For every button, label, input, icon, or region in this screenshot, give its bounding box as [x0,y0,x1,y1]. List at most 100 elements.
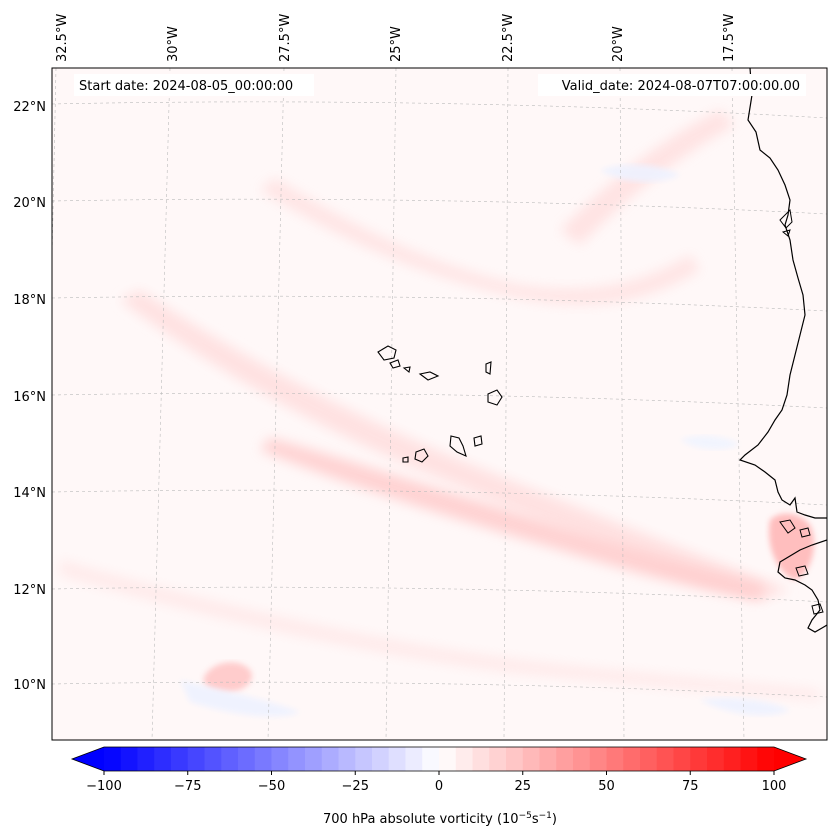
colorbar-cell [640,747,658,771]
colorbar-extend-max [774,747,806,771]
canary-island-coast [779,208,793,237]
lon-label-17-5w: 17.5°W [722,14,737,62]
colorbar-tick-label: −50 [258,779,285,794]
island-brava [402,456,409,463]
parallel-14n [52,489,827,506]
colorbar-cell [422,747,440,771]
island-maio [473,435,483,447]
lon-label-22-5w: 22.5°W [501,14,516,62]
colorbar-cell [472,747,490,771]
colorbar-tick-label: 75 [682,779,699,794]
island-boa-vista [487,389,503,406]
cape-verde-islands [377,345,503,463]
colorbar-cell [405,747,423,771]
vorticity-neg-patch-3 [680,435,740,450]
lon-label-30w: 30°W [166,26,181,62]
colorbar-cell [522,747,540,771]
meridian-27-5w [267,68,285,740]
parallel-12n [52,586,827,603]
lat-label-22n: 22°N [13,100,46,115]
colorbar-label: 700 hPa absolute vorticity (10−5s−1) [323,811,557,827]
map-panel: Start date: 2024-08-05_00:00:00 Valid_da… [51,67,828,741]
island-santo-antao [377,345,397,361]
lat-label-16n: 16°N [13,390,46,405]
coastline-guinea [777,539,827,633]
colorbar-cell [556,747,574,771]
colorbar-label-exp2: −1 [539,811,552,821]
coastline-west-africa [738,68,827,519]
meridian-20w [619,68,625,740]
colorbar-tick-label: 100 [762,779,787,794]
colorbar-cell [573,747,591,771]
valid-date-box [538,74,806,96]
colorbar-cell [707,747,725,771]
colorbar-tick-label: 0 [435,779,443,794]
island-santiago [449,435,467,457]
valid-date-label: Valid_date: 2024-08-07T07:00:00.00 [562,79,800,94]
colorbar-tick-label: 50 [598,779,615,794]
colorbar: −100 −75 −50 −25 0 25 50 75 100 700 hPa absolute… [70,746,808,827]
colorbar-tick-label: −100 [86,779,122,794]
colorbar-cell [288,747,306,771]
longitude-labels: 32.5°W 30°W 27.5°W 25°W 22.5°W 20°W 17.5… [55,14,737,62]
colorbar-cell [606,747,624,771]
vorticity-field [52,68,827,740]
island-fogo [414,448,429,463]
colorbar-cell [740,747,758,771]
colorbar-cell [623,747,641,771]
colorbar-cell [204,747,222,771]
colorbar-cells [104,747,775,771]
colorbar-cell [355,747,373,771]
vorticity-band-south [60,560,820,700]
parallel-22n [52,101,827,119]
colorbar-cell [120,747,138,771]
colorbar-label-prefix: 700 hPa absolute vorticity (10 [323,812,519,827]
colorbar-cell [673,747,691,771]
colorbar-tick-label: 25 [514,779,531,794]
colorbar-cell [723,747,741,771]
parallel-18n [52,295,827,312]
lat-label-12n: 12°N [13,583,46,598]
colorbar-label-suffix: ) [552,812,557,827]
colorbar-cell [338,747,356,771]
bissagos-islands [779,519,824,615]
colorbar-cell [305,747,323,771]
lon-label-27-5w: 27.5°W [278,14,293,62]
colorbar-cell [187,747,205,771]
island-sao-nicolau [418,371,440,381]
colorbar-cell [154,747,172,771]
map-frame [51,67,828,741]
graticule [52,68,827,740]
parallel-16n [52,392,827,409]
meridian-30w [151,68,171,740]
colorbar-cell [104,747,122,771]
vorticity-blob-southwest [203,662,252,693]
colorbar-label-mid: s [532,812,539,827]
parallel-10n [52,681,827,698]
lat-label-14n: 14°N [13,486,46,501]
lon-label-25w: 25°W [389,26,404,62]
colorbar-cell [171,747,189,771]
lon-label-32-5w: 32.5°W [55,14,70,62]
colorbar-cell [238,747,256,771]
colorbar-tick-label: −75 [174,779,201,794]
lon-label-20w: 20°W [611,26,626,62]
meridian-25w [385,68,397,740]
colorbar-cell [271,747,289,771]
start-date-box [74,74,314,96]
island-sal [485,361,492,375]
parallel-20n [52,198,827,215]
lat-label-10n: 10°N [13,678,46,693]
colorbar-cell [388,747,406,771]
colorbar-cell [656,747,674,771]
map-background [52,68,827,740]
colorbar-cell [137,747,155,771]
colorbar-label-exp1: −5 [519,811,532,821]
vorticity-band-main [120,290,790,600]
latitude-labels: 22°N 20°N 18°N 16°N 14°N 12°N 10°N [13,100,46,693]
colorbar-cell [757,747,775,771]
island-santa-luzia [402,366,411,373]
lat-label-20n: 20°N [13,196,46,211]
colorbar-cell [254,747,272,771]
